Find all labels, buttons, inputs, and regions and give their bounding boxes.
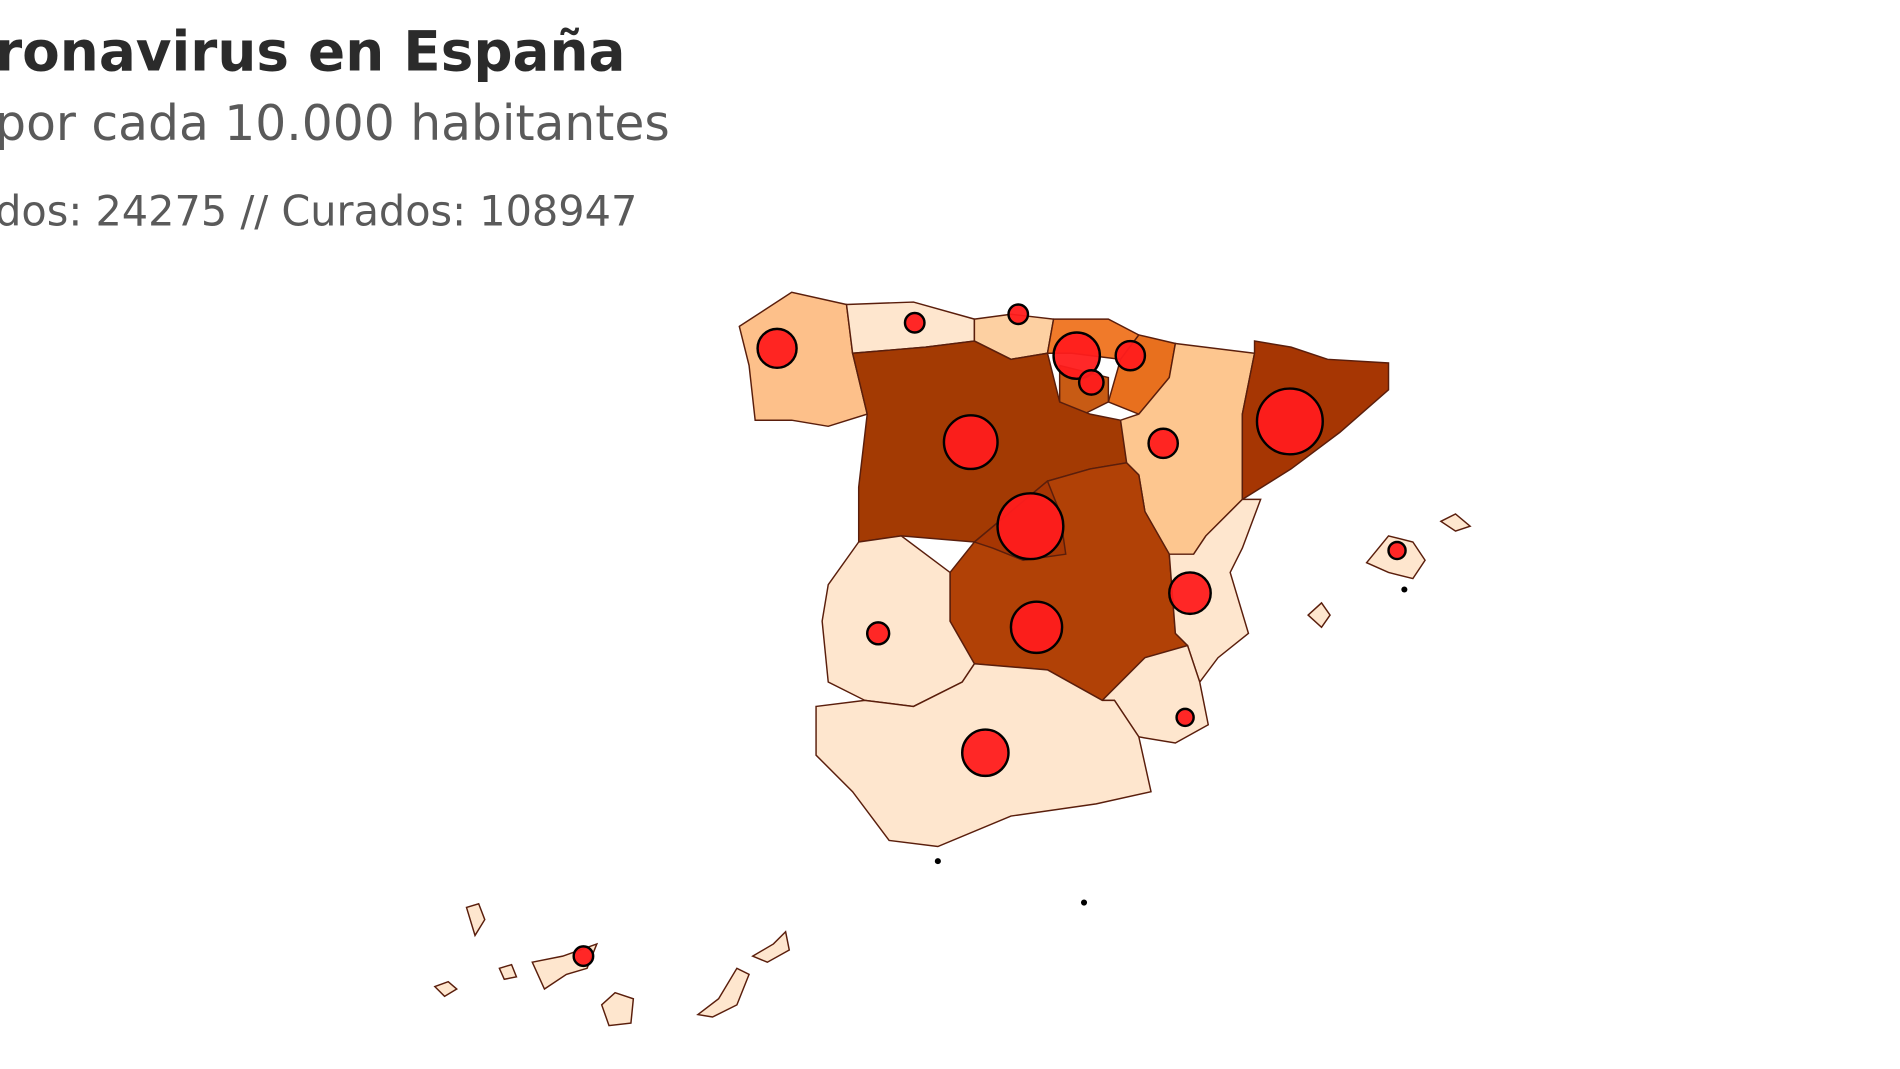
region: [465, 902, 486, 938]
dot: [1401, 586, 1408, 593]
region-bubble: [1175, 707, 1195, 728]
region: [498, 963, 518, 981]
map-layer: ronavirus en España por cada 10.000 habi…: [0, 20, 1472, 1027]
region-bubble: [1114, 339, 1147, 372]
region: [696, 967, 750, 1018]
region-bubble: [1255, 387, 1324, 456]
region-bubble: [1387, 540, 1407, 561]
region: [1307, 601, 1331, 629]
region-bubble: [1147, 427, 1180, 460]
title: ronavirus en España: [0, 20, 626, 84]
region-bubble: [942, 414, 999, 471]
region-bubble: [1077, 369, 1105, 396]
dot: [934, 858, 941, 865]
region-bubble: [572, 945, 595, 968]
region: [751, 930, 791, 964]
region: [433, 980, 458, 998]
region-bubble: [961, 728, 1010, 778]
region-bubble: [1009, 600, 1064, 655]
region: [738, 291, 869, 428]
stats: dos: 24275 // Curados: 108947: [0, 187, 637, 235]
subtitle: por cada 10.000 habitantes: [0, 96, 670, 152]
dot: [1080, 899, 1088, 906]
region: [1439, 513, 1472, 532]
region-bubble: [865, 621, 891, 646]
region-bubble: [1168, 571, 1212, 616]
region-bubble: [903, 311, 926, 334]
region-bubble: [996, 492, 1065, 561]
region-bubble: [756, 327, 798, 370]
region-bubble: [1007, 303, 1030, 326]
region: [600, 991, 635, 1027]
region-bubble: [1052, 331, 1102, 381]
